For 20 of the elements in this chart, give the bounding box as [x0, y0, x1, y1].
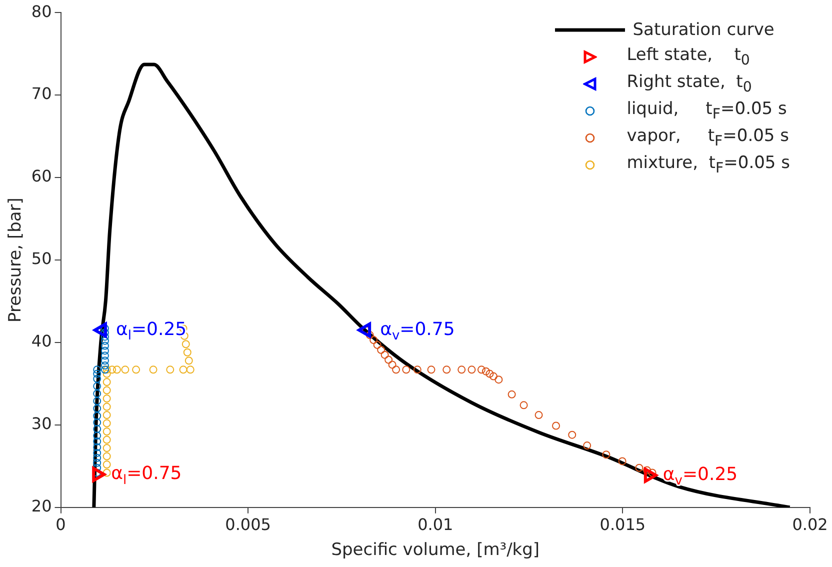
y-tick-label: 30 [31, 414, 52, 434]
x-tick-label: 0.005 [225, 515, 271, 534]
y-tick-label: 50 [31, 249, 52, 268]
legend-label: Left state, t$_{0}$ [626, 44, 750, 68]
legend-label: mixture, t$_{F}$=0.05 s [626, 152, 790, 176]
legend-label: Saturation curve [632, 20, 774, 40]
y-axis-title: Pressure, [bar] [6, 198, 26, 322]
legend-label: Right state, t$_{0}$ [626, 72, 752, 96]
y-tick-label: 20 [31, 496, 52, 516]
y-tick-label: 40 [31, 332, 52, 351]
y-tick-label: 80 [31, 2, 52, 21]
y-tick-label: 60 [31, 166, 52, 186]
y-tick-label: 70 [31, 84, 52, 104]
legend-label: liquid, t$_{F}$=0.05 s [626, 98, 787, 122]
x-axis-title: Specific volume, [m³/kg] [331, 540, 540, 560]
x-tick-label: 0.02 [792, 515, 828, 534]
x-tick-label: 0 [56, 515, 66, 534]
x-tick-label: 0.01 [418, 515, 454, 534]
legend-label: vapor, t$_{F}$=0.05 s [626, 126, 789, 150]
x-tick-label: 0.015 [600, 515, 646, 534]
